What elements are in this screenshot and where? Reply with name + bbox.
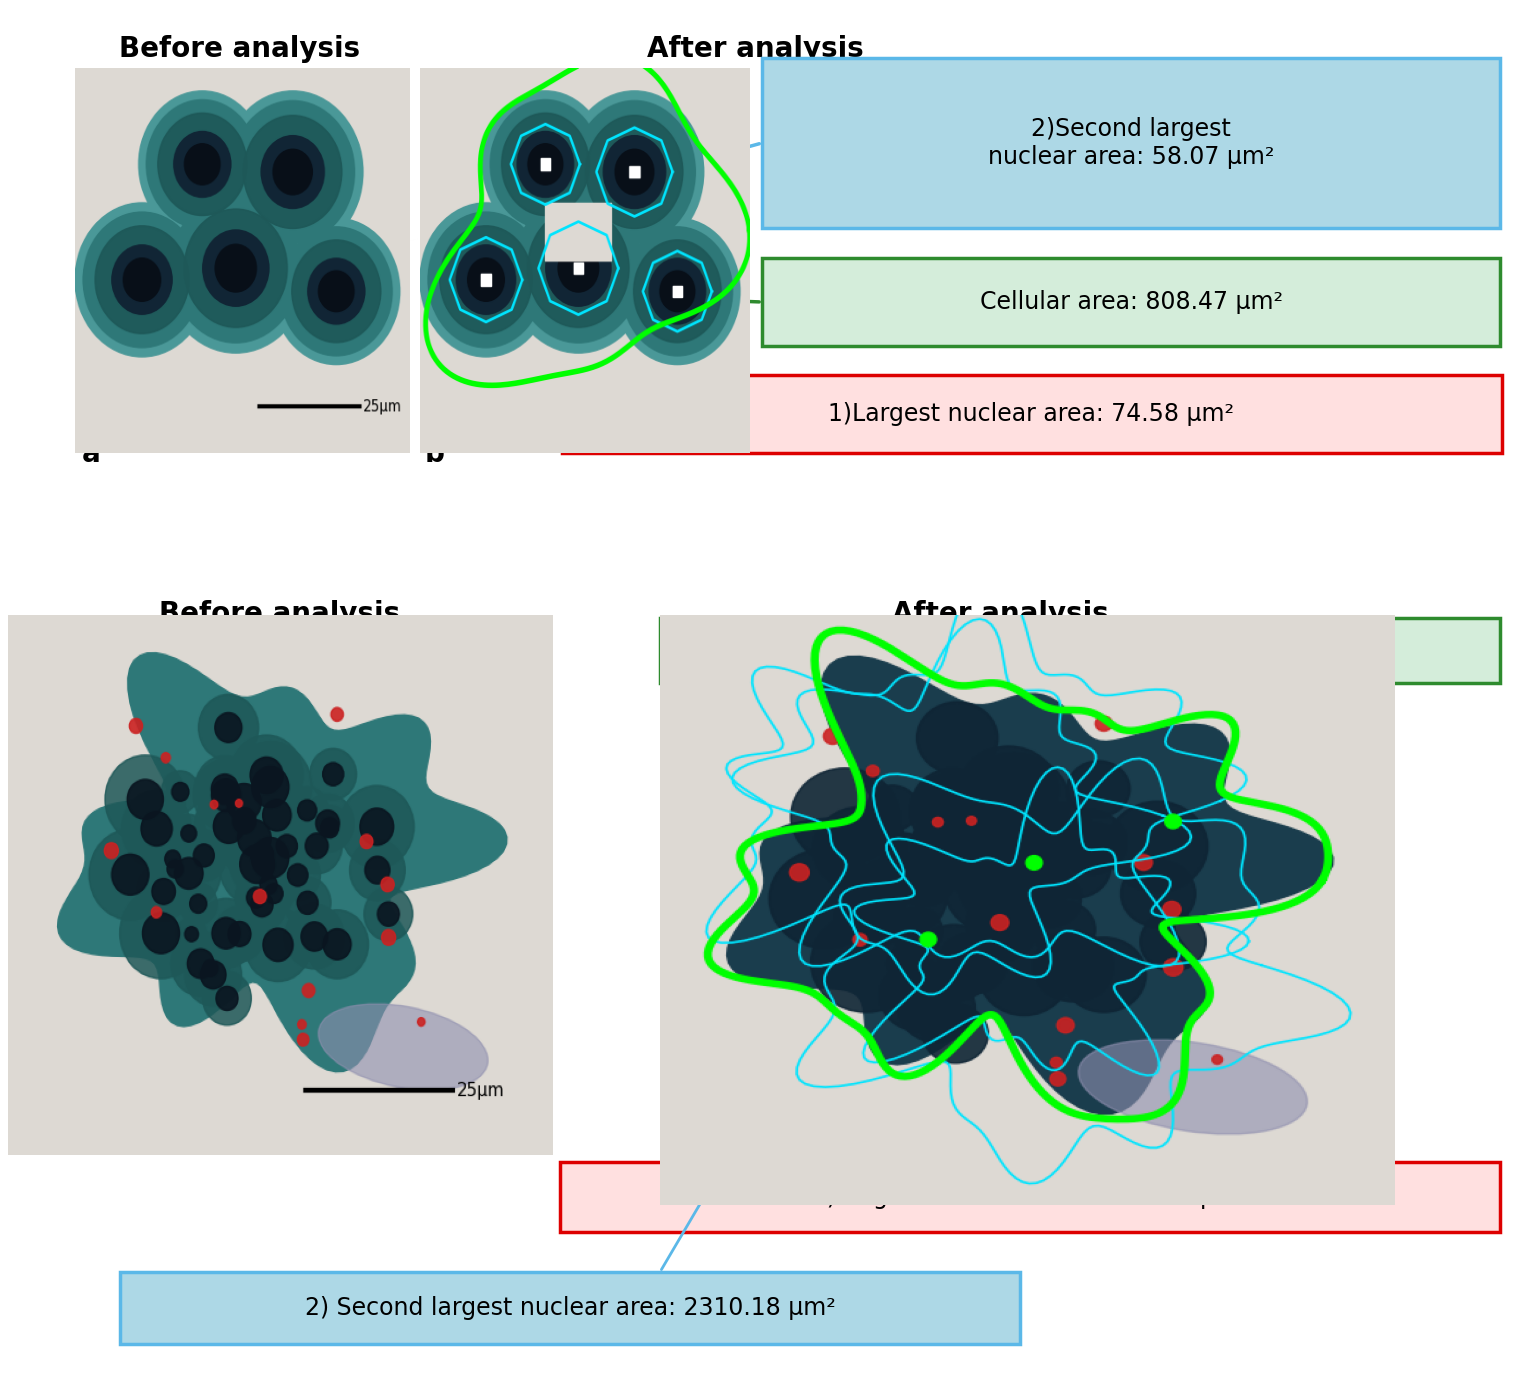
Text: Before analysis: Before analysis — [120, 35, 360, 63]
Text: b: b — [425, 440, 445, 468]
FancyBboxPatch shape — [660, 617, 1499, 683]
Text: Cellular area: 808.47 μm²: Cellular area: 808.47 μm² — [979, 290, 1283, 314]
Text: 1)Largest nuclear area: 74.58 μm²: 1)Largest nuclear area: 74.58 μm² — [828, 402, 1235, 426]
FancyBboxPatch shape — [763, 258, 1499, 346]
Text: 2)Second largest
nuclear area: 58.07 μm²: 2)Second largest nuclear area: 58.07 μm² — [988, 118, 1274, 169]
Text: After analysis: After analysis — [646, 35, 864, 63]
FancyBboxPatch shape — [763, 57, 1499, 228]
Text: Before analysis: Before analysis — [159, 601, 401, 629]
FancyBboxPatch shape — [560, 1162, 1499, 1232]
Text: c: c — [15, 1130, 32, 1158]
Text: Cellular area: 10722.06 μm²: Cellular area: 10722.06 μm² — [914, 638, 1247, 662]
Text: 1)Largest nuclear area: 3936.44 μm²: 1)Largest nuclear area: 3936.44 μm² — [812, 1184, 1248, 1210]
FancyBboxPatch shape — [561, 375, 1502, 454]
FancyBboxPatch shape — [120, 1273, 1020, 1344]
Text: After analysis: After analysis — [891, 601, 1109, 629]
Text: 2) Second largest nuclear area: 2310.18 μm²: 2) Second largest nuclear area: 2310.18 … — [304, 1296, 835, 1320]
Text: d: d — [666, 1184, 685, 1212]
Text: a: a — [82, 440, 101, 468]
